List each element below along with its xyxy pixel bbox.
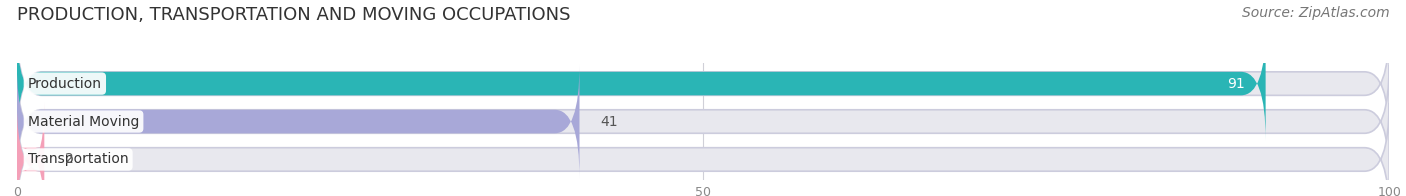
Text: Material Moving: Material Moving [28, 114, 139, 129]
Text: Source: ZipAtlas.com: Source: ZipAtlas.com [1241, 6, 1389, 20]
Text: 41: 41 [600, 114, 617, 129]
Text: PRODUCTION, TRANSPORTATION AND MOVING OCCUPATIONS: PRODUCTION, TRANSPORTATION AND MOVING OC… [17, 6, 571, 24]
Text: Transportation: Transportation [28, 152, 128, 166]
FancyBboxPatch shape [17, 27, 1389, 140]
FancyBboxPatch shape [17, 103, 45, 196]
Text: 2: 2 [65, 152, 73, 166]
Text: 91: 91 [1227, 77, 1246, 91]
FancyBboxPatch shape [17, 103, 1389, 196]
FancyBboxPatch shape [17, 65, 1389, 178]
Text: Production: Production [28, 77, 101, 91]
FancyBboxPatch shape [17, 27, 1265, 140]
FancyBboxPatch shape [17, 65, 579, 178]
